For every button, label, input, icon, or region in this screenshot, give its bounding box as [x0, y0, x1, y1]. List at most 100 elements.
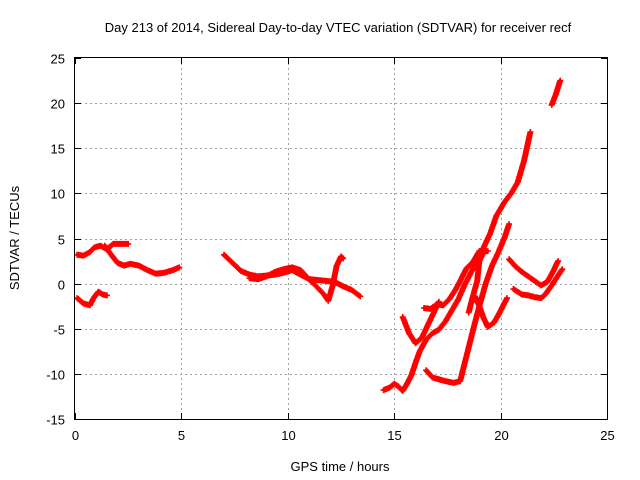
data-point	[341, 257, 345, 260]
data-point	[256, 277, 260, 281]
data-point	[543, 293, 547, 296]
data-point	[99, 244, 102, 248]
data-point	[512, 287, 515, 291]
x-tick-label: 25	[600, 428, 614, 443]
data-point	[477, 304, 481, 308]
data-point	[273, 270, 277, 274]
data-point	[448, 297, 451, 301]
data-track	[74, 288, 110, 309]
data-point	[443, 320, 447, 323]
data-point	[437, 377, 441, 381]
data-point	[299, 268, 302, 272]
data-point	[128, 262, 132, 266]
data-point	[122, 264, 126, 267]
data-point	[454, 287, 458, 291]
data-point	[290, 266, 294, 269]
data-point	[335, 264, 339, 267]
data-point	[75, 253, 79, 257]
plot-frame	[74, 57, 608, 420]
series-track-8	[421, 248, 491, 312]
data-point	[120, 242, 124, 246]
data-point	[109, 253, 113, 257]
data-point	[414, 341, 417, 345]
data-point	[305, 275, 309, 279]
grid-layer	[75, 58, 607, 419]
data-point	[514, 265, 517, 268]
data-point	[163, 271, 166, 275]
data-point	[550, 284, 554, 287]
series-track-11	[465, 249, 487, 316]
data-point	[222, 253, 226, 257]
data-point	[507, 257, 511, 261]
data-point	[520, 293, 524, 296]
data-point	[503, 200, 507, 203]
data-point	[443, 379, 447, 383]
data-point	[105, 294, 109, 297]
data-point	[456, 298, 460, 302]
data-point	[550, 103, 554, 107]
data-point	[465, 354, 468, 358]
data-point	[490, 264, 494, 267]
data-point	[405, 382, 409, 386]
data-point	[88, 303, 92, 307]
data-point	[482, 250, 485, 254]
data-point	[471, 260, 475, 264]
data-point	[431, 331, 434, 335]
data-point	[539, 284, 543, 287]
data-point	[526, 294, 530, 297]
data-point	[429, 307, 432, 311]
series-track-13	[510, 266, 566, 302]
data-point	[463, 284, 466, 287]
data-point	[546, 280, 549, 284]
data-point	[558, 79, 562, 82]
data-point	[486, 249, 490, 253]
data-point	[146, 268, 149, 272]
data-point	[248, 276, 251, 280]
y-tick-label: 20	[51, 97, 65, 112]
y-tick-label: 15	[51, 142, 65, 157]
data-point	[350, 288, 353, 292]
y-axis-label: SDTVAR / TECUs	[7, 185, 22, 290]
data-point	[450, 309, 454, 313]
series-track-1	[74, 240, 132, 259]
data-point	[358, 294, 362, 298]
data-point	[556, 259, 560, 263]
data-point	[435, 303, 439, 306]
y-tick-label: 10	[51, 187, 65, 202]
x-tick-label: 0	[72, 428, 79, 443]
tick-layer: 0 5 10 15 20 25 -15 -10 -5 0 5 10 15 20 25	[46, 52, 615, 444]
data-point	[126, 242, 130, 246]
data-point	[441, 303, 445, 307]
x-axis-label: GPS time / hours	[291, 459, 390, 474]
data-point	[477, 259, 481, 263]
data-track	[101, 242, 183, 277]
data-layer	[74, 77, 566, 394]
series-track-14	[548, 77, 564, 108]
data-point	[552, 268, 556, 272]
data-point	[103, 244, 107, 248]
data-point	[82, 302, 85, 305]
data-point	[92, 295, 96, 299]
x-tick-label: 15	[387, 428, 401, 443]
data-point	[497, 250, 500, 254]
data-point	[116, 261, 119, 265]
data-point	[452, 381, 456, 385]
data-point	[414, 361, 417, 365]
data-point	[503, 235, 507, 239]
data-point	[533, 295, 536, 299]
data-point	[420, 336, 424, 340]
data-point	[401, 315, 405, 319]
data-point	[458, 379, 462, 383]
data-point	[471, 329, 475, 332]
data-point	[111, 242, 115, 246]
data-point	[522, 159, 526, 163]
data-point	[392, 382, 396, 386]
data-point	[322, 293, 326, 296]
data-point	[341, 284, 345, 288]
y-tick-label: 0	[58, 278, 65, 293]
data-point	[326, 299, 330, 303]
data-point	[424, 368, 428, 372]
data-point	[82, 254, 85, 257]
data-point	[397, 385, 400, 388]
